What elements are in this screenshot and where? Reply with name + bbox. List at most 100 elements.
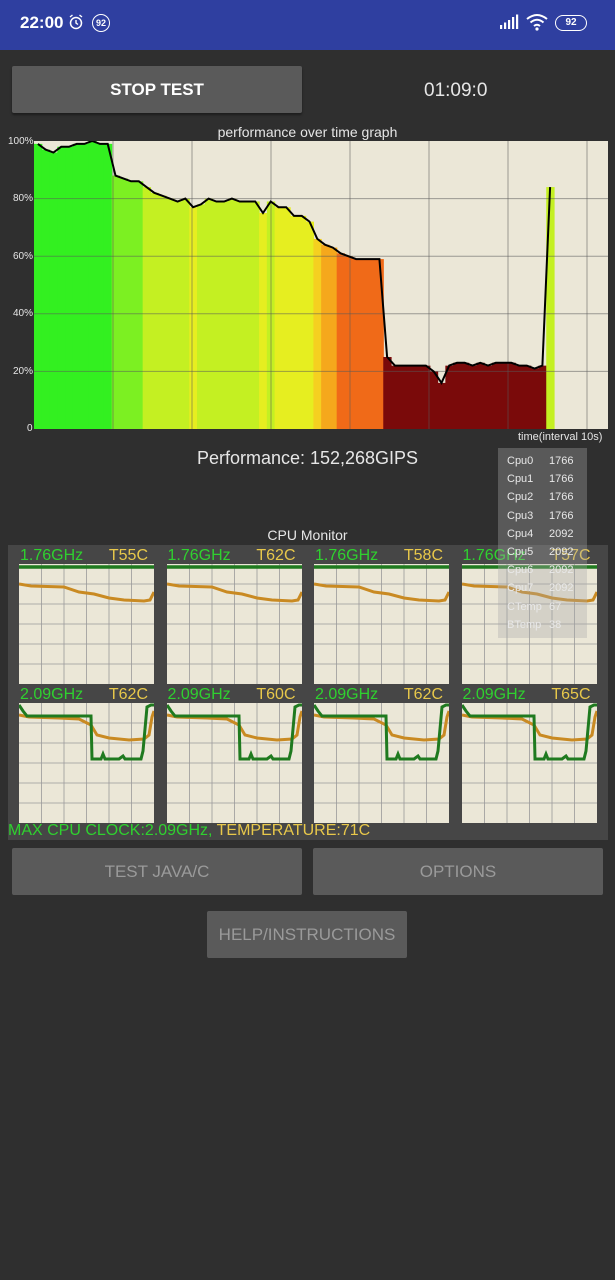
help-instructions-button[interactable]: HELP/INSTRUCTIONS <box>207 911 407 958</box>
status-bar: 22:00 92 92 <box>0 0 615 50</box>
performance-bar <box>235 201 245 429</box>
performance-bar <box>344 256 353 429</box>
performance-bar <box>96 143 105 429</box>
wifi-icon <box>526 14 548 31</box>
performance-bar <box>484 365 493 429</box>
cpu-core-cell: 1.76GHz T57C <box>461 547 597 684</box>
performance-bar <box>507 362 516 429</box>
y-label-100: 100% <box>8 136 34 147</box>
cpu-overlay-name: Cpu6 <box>507 564 534 577</box>
cpu-frequency-overlay: Cpu0 1766 Cpu1 1766 Cpu2 1766 Cpu3 1766 Cpu4 2092… <box>498 448 587 638</box>
notification-badge: 92 <box>92 14 110 32</box>
performance-bar <box>375 259 384 429</box>
cpu-overlay-value: 1766 <box>549 491 574 504</box>
max-cpu-line: MAX CPU CLOCK:2.09GHz, TEMPERATURE:71C <box>8 822 370 840</box>
performance-bar <box>212 201 221 429</box>
performance-bar <box>359 259 369 429</box>
cpu-core-header: 1.76GHz T58C <box>314 547 449 565</box>
core-graph <box>461 564 597 684</box>
y-label-60: 60% <box>13 251 34 262</box>
cpu-overlay-name: Cpu7 <box>507 582 534 595</box>
cpu-core-header: 2.09GHz T65C <box>462 686 597 704</box>
y-label-20: 20% <box>13 366 34 377</box>
performance-bar <box>336 253 346 429</box>
performance-bar <box>150 192 159 429</box>
status-time: 22:00 <box>20 13 64 32</box>
cpu-overlay-name: CTemp <box>507 600 542 613</box>
cpu-overlay-row: BTemp 38 <box>507 619 561 631</box>
performance-bar <box>546 187 555 429</box>
performance-bar <box>453 362 462 429</box>
core-graph <box>19 564 154 684</box>
cpu-core-cell: 1.76GHz T62C <box>166 547 302 684</box>
stop-test-button[interactable]: STOP TEST <box>12 66 302 113</box>
core-temperature: T65C <box>551 686 591 703</box>
graph-title: performance over time graph <box>217 124 398 140</box>
performance-bar <box>491 362 501 429</box>
performance-bar <box>72 143 82 429</box>
performance-bar <box>468 365 477 429</box>
max-cpu-clock: MAX CPU CLOCK:2.09GHz, <box>8 822 213 839</box>
performance-bar <box>367 259 377 429</box>
performance-bar <box>65 146 74 429</box>
performance-bar <box>437 382 446 429</box>
performance-bar <box>142 187 152 429</box>
cpu-overlay-value: 67 <box>549 600 562 613</box>
performance-bar <box>499 362 509 429</box>
core-frequency: 2.09GHz <box>167 686 231 703</box>
test-java-c-button[interactable]: TEST JAVA/C <box>12 848 302 895</box>
core-frequency: 2.09GHz <box>20 686 84 703</box>
performance-bar <box>321 244 330 429</box>
core-graph <box>166 564 302 684</box>
signal-icon <box>500 14 519 29</box>
performance-value: Performance: 152,268GIPS <box>196 448 419 468</box>
performance-bar <box>134 181 144 429</box>
core-graph <box>461 703 597 823</box>
battery-icon: 92 <box>555 15 587 31</box>
cpu-core-cell: 1.76GHz T55C <box>19 547 154 684</box>
cpu-overlay-name: Cpu3 <box>507 509 534 522</box>
cpu-overlay-name: Cpu5 <box>507 546 534 558</box>
cpu-overlay-value: 38 <box>549 618 562 631</box>
cpu-core-header: 1.76GHz T62C <box>167 547 302 565</box>
cpu-core-header: 1.76GHz T57C <box>462 547 597 565</box>
core-temperature: T62C <box>403 686 443 703</box>
cpu-core-cell: 2.09GHz T62C <box>19 686 154 823</box>
alarm-icon <box>69 14 83 30</box>
elapsed-timer: 01:09:0 <box>424 80 488 101</box>
cpu-overlay-value: 2092 <box>549 527 574 540</box>
cpu-overlay-value: 2092 <box>549 582 574 595</box>
cpu-monitor-title: CPU Monitor <box>267 527 348 543</box>
options-button[interactable]: OPTIONS <box>313 848 603 895</box>
performance-bar <box>445 365 454 429</box>
performance-bar <box>414 365 423 429</box>
cpu-overlay-value: 1766 <box>549 509 574 522</box>
core-graph <box>314 703 449 823</box>
cpu-core-cell: 2.09GHz T60C <box>166 686 302 823</box>
core-graph <box>314 564 449 684</box>
core-frequency: 1.76GHz <box>167 547 231 564</box>
cpu-overlay-name: Cpu0 <box>507 455 534 467</box>
performance-bar <box>398 365 408 429</box>
performance-bar <box>80 143 89 429</box>
performance-bar <box>196 204 206 429</box>
cpu-overlay-value: 1766 <box>549 473 574 486</box>
cpu-overlay-row: CTemp 67 <box>507 600 561 613</box>
performance-bar <box>406 365 415 429</box>
performance-bar <box>313 238 322 429</box>
performance-bar <box>515 365 524 429</box>
core-graph <box>166 703 302 823</box>
performance-bar <box>383 357 392 429</box>
performance-bar <box>522 365 532 429</box>
performance-bar <box>259 213 268 429</box>
cpu-overlay-row: Cpu2 1766 <box>507 491 573 504</box>
cpu-overlay-name: Cpu2 <box>507 491 534 504</box>
performance-bar <box>103 143 113 429</box>
performance-bar <box>119 178 128 429</box>
performance-bar <box>243 201 252 429</box>
performance-bar <box>476 362 485 429</box>
cpu-overlay-row: Cpu4 2092 <box>507 528 573 540</box>
cpu-overlay-name: Cpu1 <box>507 473 534 486</box>
cpu-core-header: 2.09GHz T60C <box>167 686 302 704</box>
performance-bar <box>328 247 338 429</box>
